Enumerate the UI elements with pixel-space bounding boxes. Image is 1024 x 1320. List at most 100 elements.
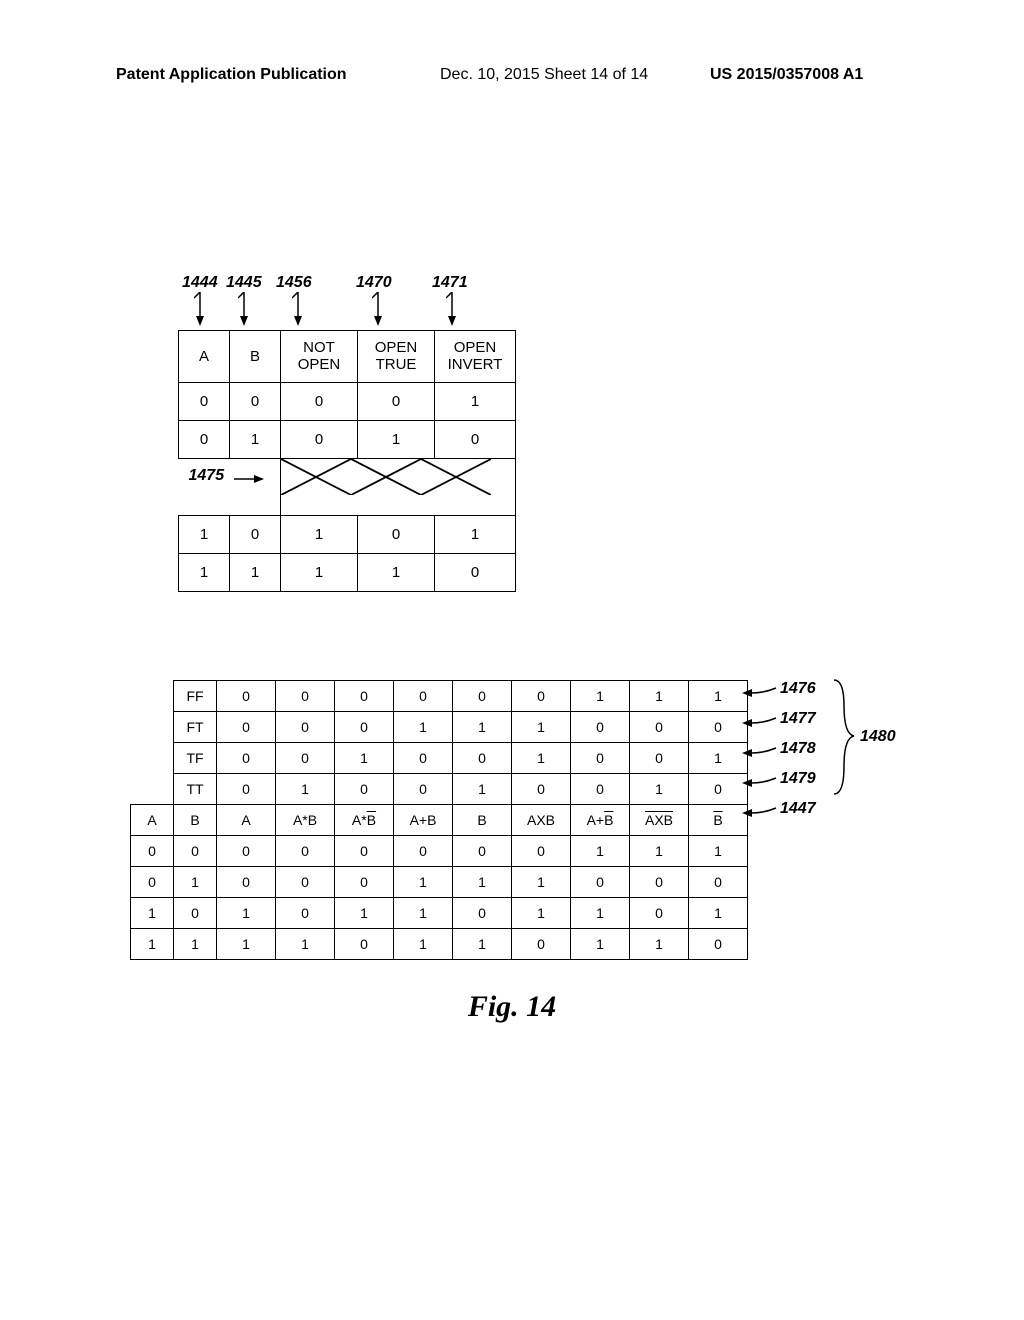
col-header: A+B <box>571 805 630 836</box>
cell: 0 <box>131 867 174 898</box>
cell: 0 <box>174 898 217 929</box>
cell: 1 <box>276 929 335 960</box>
cell: 0 <box>630 867 689 898</box>
cell: 0 <box>335 929 394 960</box>
cell-empty <box>131 774 174 805</box>
col-header-open-true: OPENTRUE <box>358 331 435 383</box>
col-header: A+B <box>394 805 453 836</box>
cell: 0 <box>217 867 276 898</box>
cell: 1 <box>394 867 453 898</box>
header-center: Dec. 10, 2015 Sheet 14 of 14 <box>440 66 648 84</box>
cell: 1 <box>174 929 217 960</box>
col-header-B: B <box>230 331 281 383</box>
col-label-1444: 1444 <box>182 274 218 292</box>
cell-empty <box>131 681 174 712</box>
cell: 0 <box>276 867 335 898</box>
cell: 1 <box>358 553 435 591</box>
cell: 1 <box>630 681 689 712</box>
cell: 1 <box>453 712 512 743</box>
cell: 0 <box>394 681 453 712</box>
cell: 0 <box>689 712 748 743</box>
label-1476: 1476 <box>780 680 816 698</box>
col-header-A: A <box>179 331 230 383</box>
col-header: B <box>174 805 217 836</box>
table-row: 0 0 0 0 0 0 0 0 1 1 1 <box>131 836 748 867</box>
arrow-left-icon <box>742 776 778 790</box>
table-header-row: A B NOTOPEN OPENTRUE OPENINVERT <box>179 331 516 383</box>
arrow-left-icon <box>742 686 778 700</box>
cell: 0 <box>453 743 512 774</box>
cell: 1 <box>335 743 394 774</box>
cell: 0 <box>358 515 435 553</box>
cell-FT: FT <box>174 712 217 743</box>
col-header-open-invert: OPENINVERT <box>435 331 516 383</box>
cell: 0 <box>453 898 512 929</box>
cell: 1 <box>217 929 276 960</box>
cell: 0 <box>435 553 516 591</box>
col-header: A*B <box>276 805 335 836</box>
cell: 1 <box>512 867 571 898</box>
cell: 0 <box>512 774 571 805</box>
arrow-down-icon <box>194 292 206 326</box>
cell: 0 <box>630 743 689 774</box>
cell: 1 <box>230 553 281 591</box>
cell: 0 <box>276 836 335 867</box>
cell: 1 <box>453 867 512 898</box>
cell: 0 <box>230 382 281 420</box>
cell-empty <box>131 743 174 774</box>
cell: 1 <box>179 553 230 591</box>
cell: 1 <box>689 898 748 929</box>
cell: 1 <box>335 898 394 929</box>
cell: 0 <box>512 836 571 867</box>
cell: 0 <box>131 836 174 867</box>
cell: 0 <box>512 929 571 960</box>
cell: 0 <box>281 420 358 458</box>
table-row: 0 1 0 1 0 <box>179 420 516 458</box>
col-header-not-open: NOTOPEN <box>281 331 358 383</box>
cell: 0 <box>335 774 394 805</box>
arrow-left-icon <box>742 746 778 760</box>
cell: 0 <box>276 743 335 774</box>
cell: 1 <box>689 836 748 867</box>
arrow-right-icon <box>234 473 264 485</box>
table-header-row: A B A A*B A*B A+B B AXB A+B AXB B <box>131 805 748 836</box>
cell: 0 <box>335 836 394 867</box>
col-label-1445: 1445 <box>226 274 262 292</box>
cell: 0 <box>217 681 276 712</box>
table-row: 1 1 1 1 0 <box>179 553 516 591</box>
cell: 0 <box>217 743 276 774</box>
cell: 1 <box>394 929 453 960</box>
cell: 0 <box>394 774 453 805</box>
cell-TT: TT <box>174 774 217 805</box>
cell: 0 <box>571 743 630 774</box>
cell: 0 <box>217 712 276 743</box>
cell: 1 <box>630 836 689 867</box>
cell: 0 <box>179 420 230 458</box>
cell-TF: TF <box>174 743 217 774</box>
table-row: 1 1 1 1 0 1 1 0 1 1 0 <box>131 929 748 960</box>
cell: 1 <box>281 553 358 591</box>
cell: 0 <box>335 681 394 712</box>
table-row: FT 0 0 0 1 1 1 0 0 0 <box>131 712 748 743</box>
crosshatch-icon <box>281 459 491 495</box>
cell: 1 <box>689 681 748 712</box>
col-header: A*B <box>335 805 394 836</box>
col-label-1456: 1456 <box>276 274 312 292</box>
col-header: AXB <box>630 805 689 836</box>
cell: 0 <box>230 515 281 553</box>
col-label-1470: 1470 <box>356 274 392 292</box>
cell: 0 <box>571 867 630 898</box>
cell: 1 <box>174 867 217 898</box>
arrow-down-icon <box>238 292 250 326</box>
cell: 0 <box>179 382 230 420</box>
arrow-down-icon <box>292 292 304 326</box>
col-label-1471: 1471 <box>432 274 468 292</box>
cell: 1 <box>435 382 516 420</box>
cell: 0 <box>217 836 276 867</box>
arrow-left-icon <box>742 806 778 820</box>
cell: 0 <box>453 836 512 867</box>
cell: 0 <box>689 774 748 805</box>
table-row: TF 0 0 1 0 0 1 0 0 1 <box>131 743 748 774</box>
cell: 1 <box>630 774 689 805</box>
table-row: FF 0 0 0 0 0 0 1 1 1 <box>131 681 748 712</box>
